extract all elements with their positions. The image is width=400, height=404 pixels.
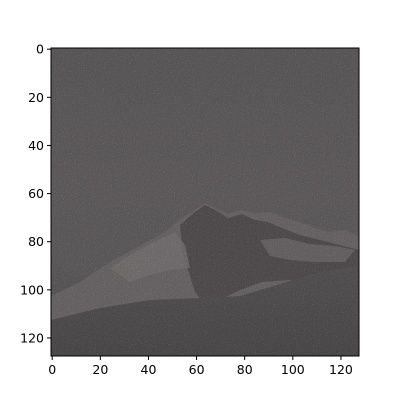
x-tick-label: 0 bbox=[48, 362, 56, 377]
y-tick-label: 60 bbox=[28, 186, 44, 201]
y-tick-label: 40 bbox=[28, 138, 44, 153]
image-content bbox=[51, 48, 359, 356]
x-tick-label: 40 bbox=[141, 362, 157, 377]
y-axis: 0 20 40 60 80 100 120 bbox=[20, 42, 51, 345]
x-tick-label: 20 bbox=[92, 362, 108, 377]
y-tick-label: 100 bbox=[20, 282, 44, 297]
y-tick-label: 80 bbox=[28, 234, 44, 249]
noise-overlay bbox=[51, 48, 359, 356]
axes-frame bbox=[50, 47, 360, 357]
x-tick-label: 100 bbox=[281, 362, 305, 377]
x-tick-label: 80 bbox=[237, 362, 253, 377]
x-tick-label: 120 bbox=[329, 362, 353, 377]
y-tick-label: 20 bbox=[28, 90, 44, 105]
x-axis: 0 20 40 60 80 100 120 bbox=[48, 356, 353, 377]
x-tick-label: 60 bbox=[189, 362, 205, 377]
y-tick-label: 120 bbox=[20, 330, 44, 345]
y-tick-label: 0 bbox=[36, 42, 44, 57]
